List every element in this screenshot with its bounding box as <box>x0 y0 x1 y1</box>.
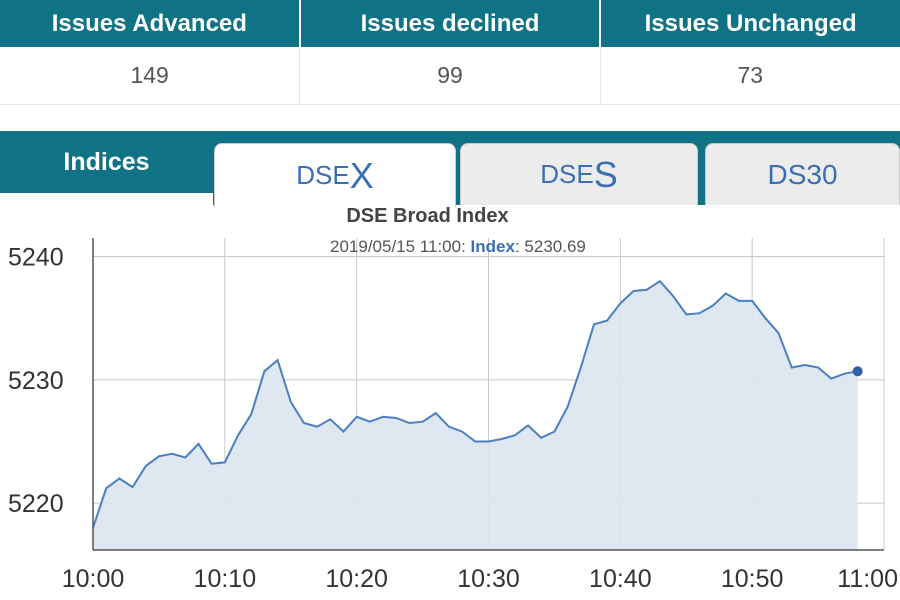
tooltip-time: 2019/05/15 11:00 <box>330 237 462 256</box>
x-tick-label: 10:50 <box>721 565 784 593</box>
x-tick-label: 10:00 <box>62 565 125 593</box>
chart-tooltip: 2019/05/15 11:00: Index: 5230.69 <box>330 237 586 256</box>
x-tick-label: 11:00 <box>837 565 898 593</box>
x-tick-label: 10:30 <box>457 565 520 593</box>
y-tick-label: 5220 <box>8 490 64 518</box>
issues-unchanged-header: Issues Unchanged <box>644 9 857 37</box>
tab-ds30[interactable]: DS30 <box>705 143 900 205</box>
tab-dsex[interactable]: DSE X <box>214 143 456 207</box>
issues-unchanged-value: 73 <box>737 62 764 88</box>
tab-dses-suffix: S <box>593 153 618 195</box>
series-area <box>93 281 858 550</box>
index-chart: 5220 5230 5240 10:00 10:10 10:20 10:30 10:40 10:… <box>0 205 900 600</box>
last-point-marker <box>852 366 863 377</box>
indices-tab-bar: Indices DSE X DSE S DS30 <box>0 131 900 207</box>
x-tick-label: 10:20 <box>325 565 388 593</box>
index-chart-svg: 5220 5230 5240 10:00 10:10 10:20 10:30 10:40 10:… <box>8 238 898 593</box>
indices-label: Indices <box>0 131 213 193</box>
issues-advanced-header: Issues Advanced <box>0 0 301 47</box>
x-tick-label: 10:40 <box>589 565 652 593</box>
tab-dses-prefix: DSE <box>540 159 594 189</box>
issues-header-row: Issues Advanced Issues declined Issues U… <box>0 0 900 47</box>
issues-values-row: 149 99 73 <box>0 47 900 105</box>
chart-title: DSE Broad Index <box>346 205 509 227</box>
tab-dsex-prefix: DSE <box>296 160 350 190</box>
tab-dsex-suffix: X <box>349 154 374 196</box>
y-tick-label: 5240 <box>8 243 64 271</box>
tab-dses[interactable]: DSE S <box>460 143 698 205</box>
issues-declined-header: Issues declined <box>301 0 602 47</box>
issues-declined-value: 99 <box>300 47 601 104</box>
tooltip-key: Index <box>470 237 515 256</box>
issues-advanced-value: 149 <box>0 47 301 104</box>
issues-summary-table: Issues Advanced Issues declined Issues U… <box>0 0 900 105</box>
tab-ds30-label: DS30 <box>767 158 838 190</box>
tooltip-value: 5230.69 <box>524 237 586 256</box>
x-tick-label: 10:10 <box>194 565 257 593</box>
y-tick-label: 5230 <box>8 367 64 395</box>
series-line <box>92 279 858 529</box>
